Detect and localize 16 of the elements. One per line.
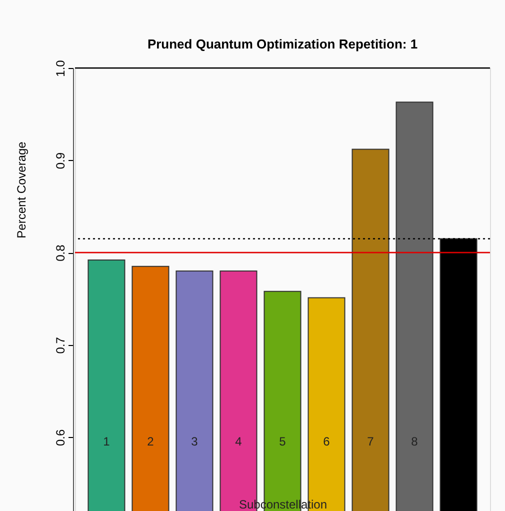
x-tick-label: 8 (411, 434, 418, 448)
y-tick-label: 0.8 (54, 244, 68, 262)
chart-title: Pruned Quantum Optimization Repetition: 1 (147, 36, 418, 52)
y-axis-title: Percent Coverage (14, 141, 28, 238)
x-tick-label: 2 (147, 434, 154, 448)
x-tick-label: 4 (235, 434, 242, 448)
x-tick-label: 7 (367, 434, 374, 448)
x-tick-label: 1 (103, 434, 110, 448)
y-tick-label: 0.7 (54, 336, 68, 354)
x-tick-label: 6 (323, 434, 330, 448)
x-axis-title: Subconstellation (238, 498, 328, 511)
y-tick-label: 0.9 (54, 152, 68, 170)
y-tick-label: 1.0 (54, 60, 68, 77)
y-tick-label: 0.6 (54, 429, 68, 446)
x-tick-label: 5 (279, 434, 286, 448)
x-tick-label: 3 (191, 434, 198, 448)
